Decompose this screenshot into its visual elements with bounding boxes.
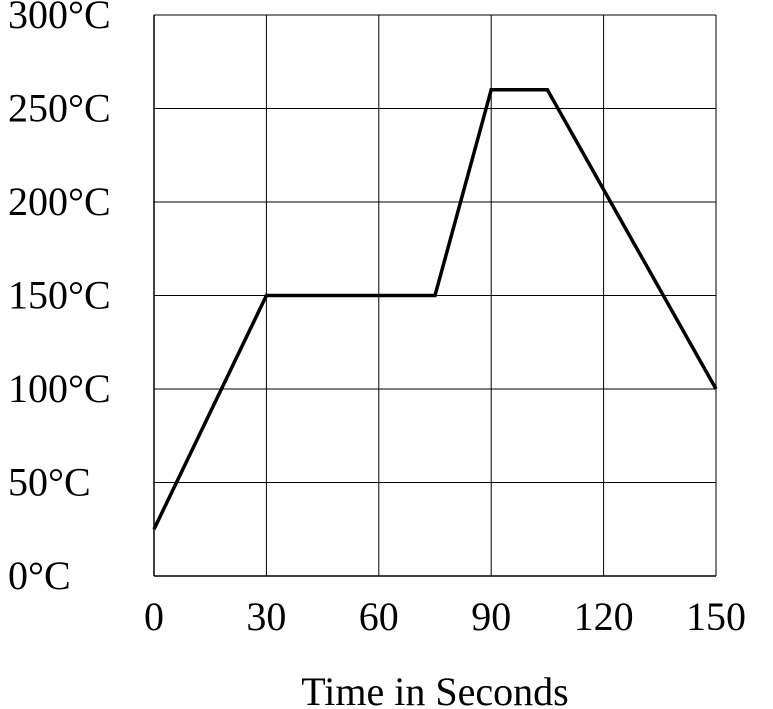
x-tick-label-5: 150 <box>686 594 746 639</box>
y-tick-label-2: 100°C <box>8 366 111 411</box>
y-tick-label-3: 150°C <box>8 273 111 318</box>
y-tick-label-5: 250°C <box>8 86 111 131</box>
y-tick-labels: 0°C 50°C 100°C 150°C 200°C 250°C 300°C <box>8 0 111 598</box>
x-tick-labels: 0 30 60 90 120 150 <box>144 594 746 639</box>
x-axis-title: Time in Seconds <box>301 669 568 709</box>
y-tick-label-0: 0°C <box>8 553 71 598</box>
x-tick-label-3: 90 <box>471 594 511 639</box>
series-layer <box>152 88 718 531</box>
series-line-0 <box>152 88 718 531</box>
axes <box>153 15 716 577</box>
grid <box>153 14 717 577</box>
x-tick-label-0: 0 <box>144 594 164 639</box>
y-tick-label-4: 200°C <box>8 179 111 224</box>
x-tick-label-4: 120 <box>574 594 634 639</box>
x-tick-label-2: 60 <box>359 594 399 639</box>
y-tick-label-1: 50°C <box>8 460 91 505</box>
y-tick-label-6: 300°C <box>8 0 111 37</box>
x-tick-label-1: 30 <box>246 594 286 639</box>
